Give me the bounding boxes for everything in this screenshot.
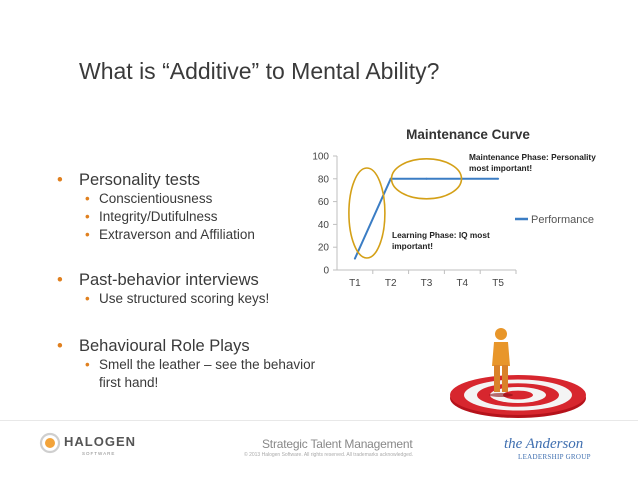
anderson-logo-text: the Anderson [504, 436, 583, 452]
bullet-past-behavior-interviews: Past-behavior interviews [57, 270, 317, 290]
maintenance-phase-highlight [390, 157, 463, 200]
y-tick-label-40: 40 [318, 220, 330, 231]
y-tick-label-80: 80 [318, 174, 330, 185]
maintenance-phase-note: Maintenance Phase: Personality [469, 152, 596, 162]
sub-bullet-extraversion: Extraverson and Affiliation [57, 226, 317, 244]
y-tick-label-60: 60 [318, 197, 330, 208]
halogen-logo: HALOGEN SOFTWARE [39, 432, 136, 456]
footer-copyright: © 2013 Halogen Software. All rights rese… [244, 452, 414, 458]
bullet-role-plays: Behavioural Role Plays [57, 336, 317, 356]
footer-divider [0, 420, 638, 421]
x-tick-label-T3: T3 [421, 278, 433, 289]
y-tick-label-0: 0 [323, 266, 329, 277]
x-tick-label-T5: T5 [492, 278, 504, 289]
x-tick-label-T2: T2 [385, 278, 397, 289]
data-point-T1 [353, 257, 356, 260]
bullet-list: Personality tests Conscientiousness Inte… [57, 170, 317, 392]
sub-bullet-integrity: Integrity/Dutifulness [57, 208, 317, 226]
maintenance-curve-chart: Maintenance Curve 0 20 40 60 80 100 T1 T2 T3 T4 T5 P… [312, 127, 596, 289]
footer-center-text: Strategic Talent Management [262, 437, 413, 451]
target-icon [450, 328, 586, 418]
slide-title: What is “Additive” to Mental Ability? [79, 58, 440, 84]
halogen-brand-sub: SOFTWARE [82, 451, 115, 456]
learning-phase-note: Learning Phase: IQ most [392, 230, 490, 240]
sub-bullet-structured-scoring: Use structured scoring keys! [57, 290, 317, 308]
x-tick-label-T1: T1 [349, 278, 361, 289]
anderson-logo-sub: LEADERSHIP GROUP [518, 453, 591, 461]
sub-bullet-conscientiousness: Conscientiousness [57, 190, 317, 208]
learning-phase-note: important! [392, 241, 433, 251]
x-tick-label-T4: T4 [456, 278, 468, 289]
y-tick-label-100: 100 [312, 152, 329, 163]
halogen-brand: HALOGEN [64, 434, 136, 449]
sub-bullet-smell-leather: Smell the leather – see the behavior fir… [57, 356, 317, 392]
bullet-personality-tests: Personality tests [57, 170, 317, 190]
maintenance-phase-note: most important! [469, 163, 532, 173]
anderson-leadership-logo: the Anderson LEADERSHIP GROUP [504, 436, 591, 461]
legend-label-performance: Performance [531, 214, 594, 226]
chart-title: Maintenance Curve [406, 127, 530, 142]
data-point-T5 [497, 177, 500, 180]
y-tick-label-20: 20 [318, 243, 330, 254]
data-point-T3 [425, 177, 428, 180]
learning-phase-highlight [348, 167, 386, 259]
